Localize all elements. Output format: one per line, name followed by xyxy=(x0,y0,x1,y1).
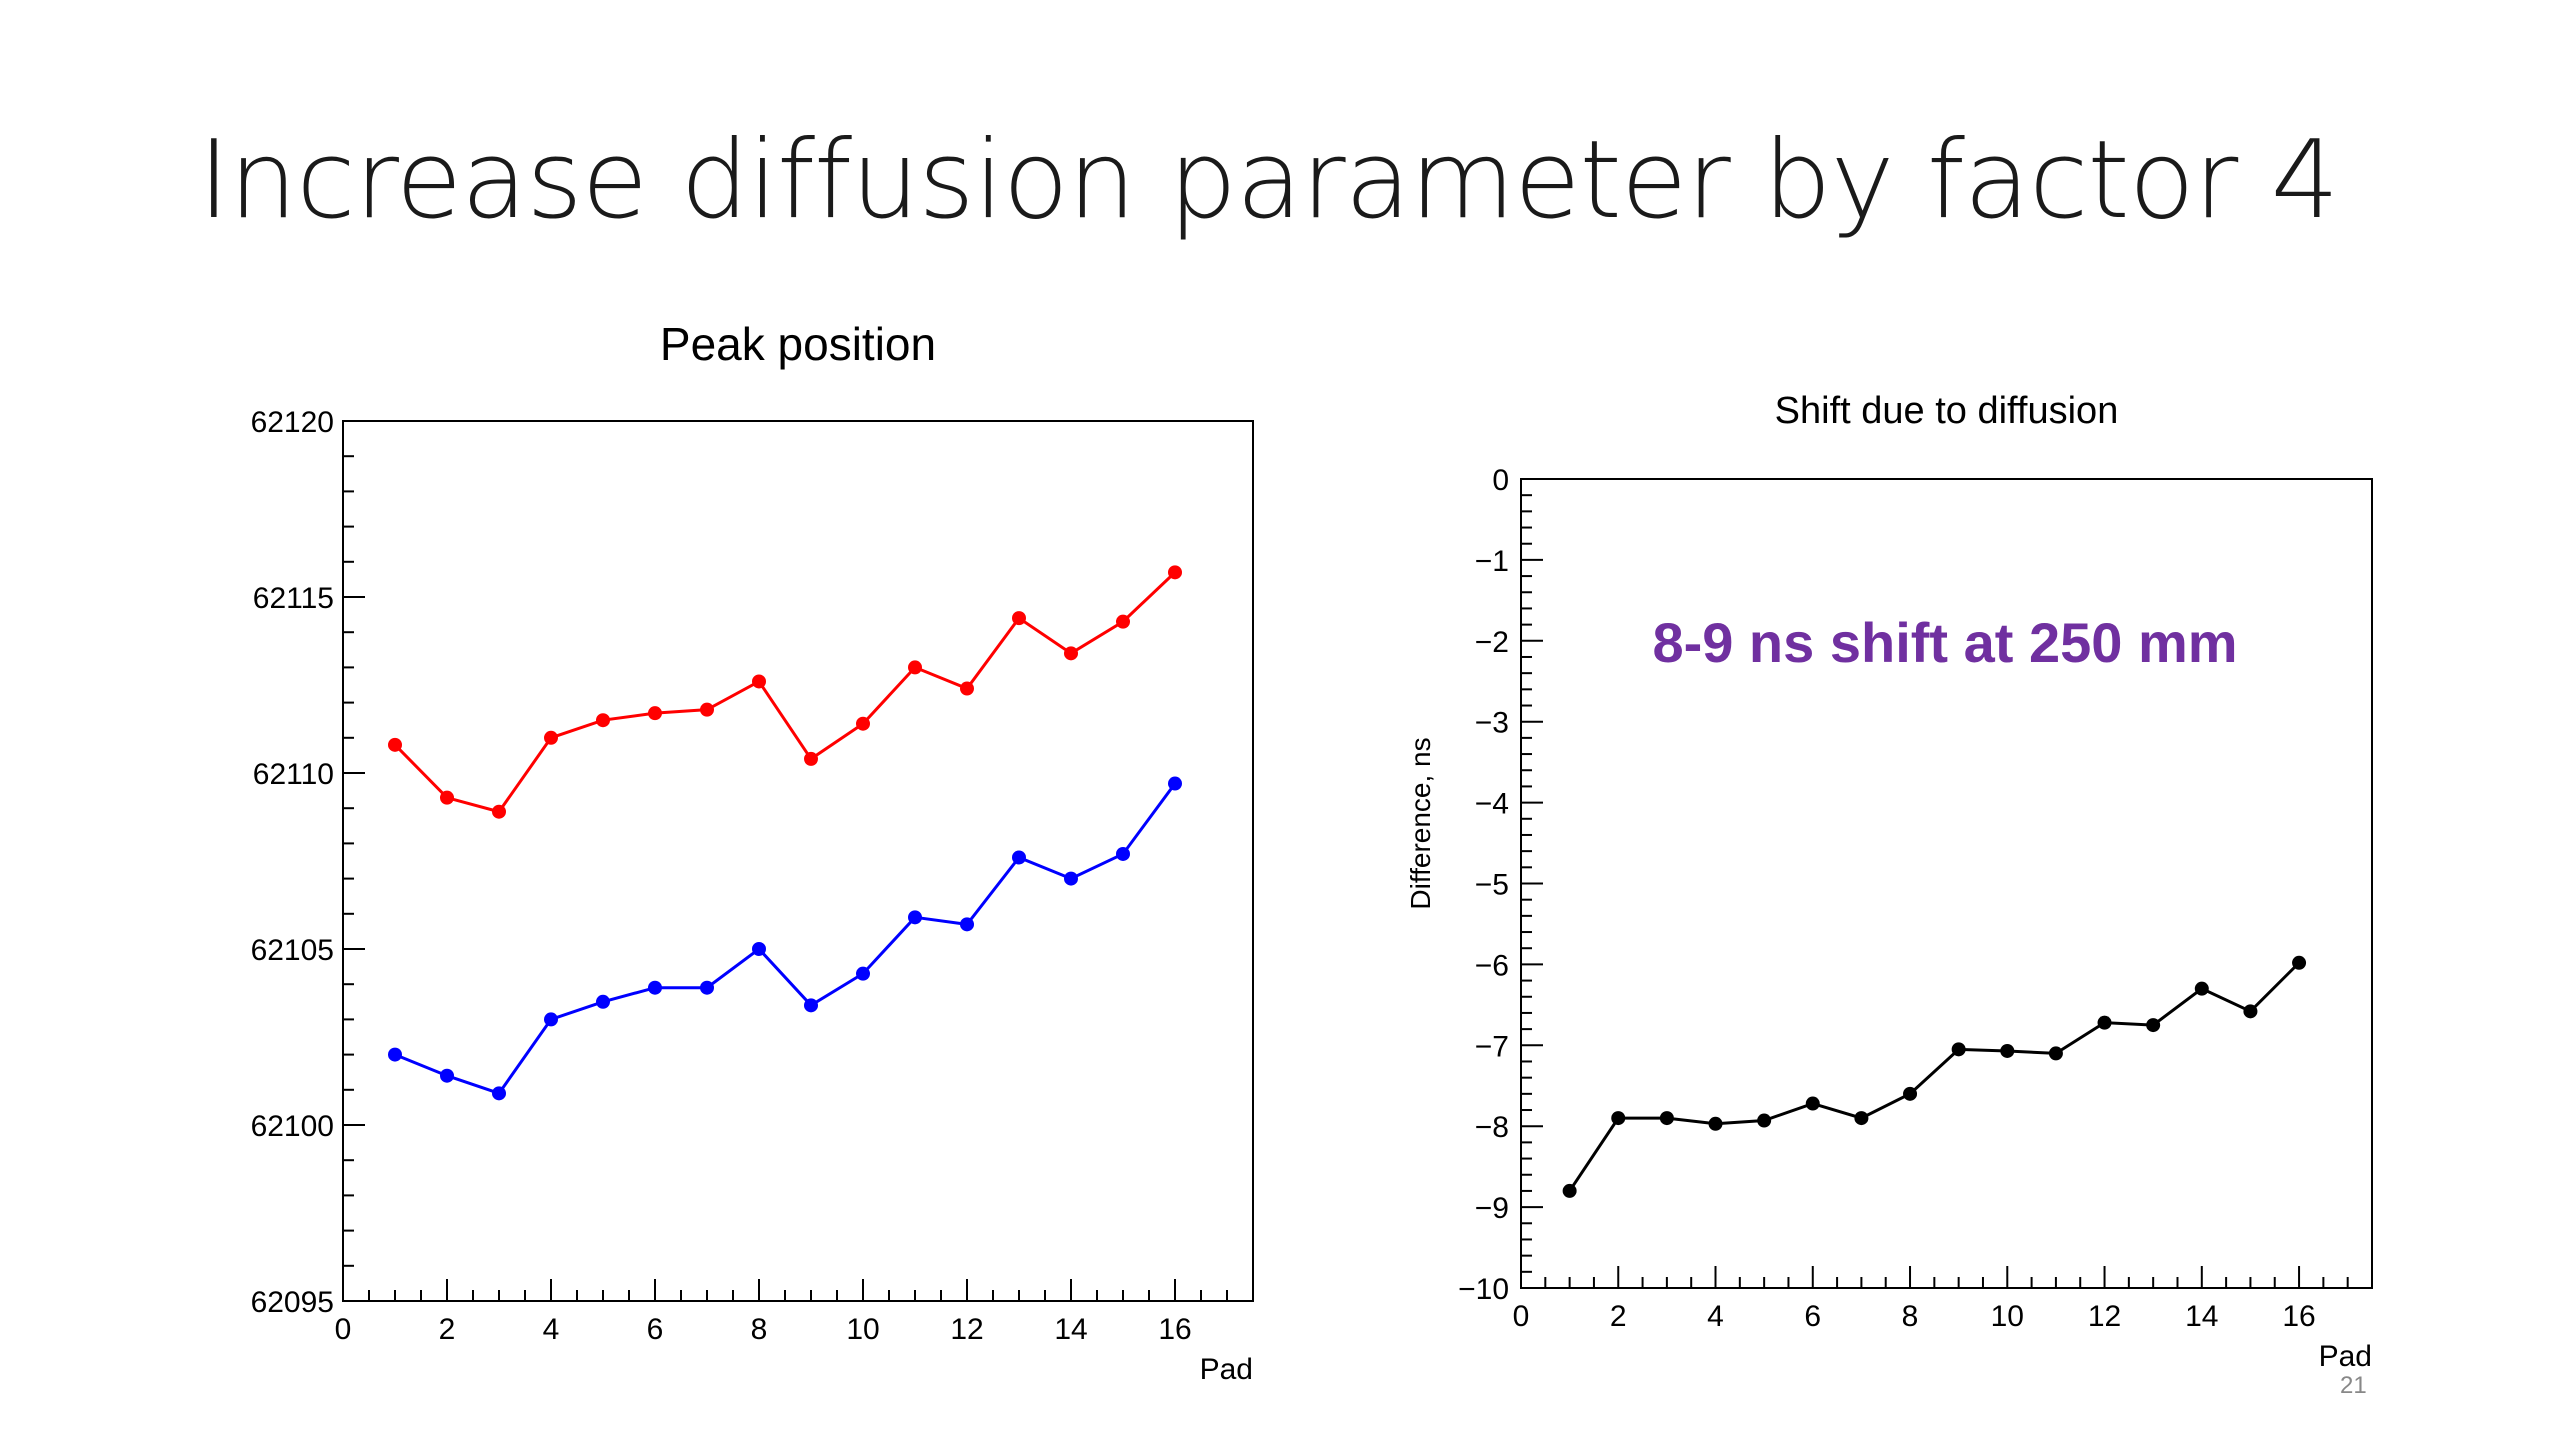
data-point xyxy=(908,910,922,925)
y-tick-label: −9 xyxy=(1475,1192,1509,1225)
data-point xyxy=(960,681,974,696)
chart-title: Shift due to diffusion xyxy=(1775,390,2119,432)
y-axis-label: Difference, ns xyxy=(1405,737,1436,909)
data-point xyxy=(804,998,818,1013)
x-tick-label: 0 xyxy=(1513,1300,1530,1333)
data-point xyxy=(544,730,558,745)
y-tick-label: −10 xyxy=(1458,1273,1509,1306)
x-tick-label: 2 xyxy=(1610,1300,1627,1333)
x-tick-label: 8 xyxy=(1902,1300,1919,1333)
series-line-0 xyxy=(393,571,1177,814)
data-point xyxy=(752,674,766,689)
x-axis-label: Pad xyxy=(1200,1353,1253,1386)
data-point xyxy=(1116,846,1130,861)
data-point xyxy=(1064,871,1078,886)
x-tick-label: 2 xyxy=(439,1313,456,1346)
x-tick-label: 6 xyxy=(1804,1300,1821,1333)
series-line-1 xyxy=(394,782,1177,1096)
data-point xyxy=(2292,955,2307,970)
data-point xyxy=(700,702,714,717)
data-point xyxy=(492,804,506,819)
data-point xyxy=(492,1086,506,1101)
y-tick-label: −8 xyxy=(1475,1111,1509,1144)
data-point xyxy=(1611,1111,1626,1126)
y-tick-label: 62115 xyxy=(253,582,334,615)
plot-frame-1 xyxy=(1520,478,2373,1289)
y-tick-label: −1 xyxy=(1475,545,1509,578)
data-point xyxy=(544,1012,558,1027)
slide-title: Increase diffusion parameter by factor 4 xyxy=(198,118,2339,243)
data-point xyxy=(752,942,766,956)
x-tick-label: 14 xyxy=(1054,1313,1087,1346)
data-point xyxy=(388,737,402,752)
data-point xyxy=(2097,1015,2112,1030)
shift-annotation: 8-9 ns shift at 250 mm xyxy=(1652,611,2237,674)
x-tick-label: 12 xyxy=(2088,1300,2121,1333)
data-point xyxy=(1168,565,1182,580)
data-point xyxy=(856,716,870,731)
data-point xyxy=(804,751,818,766)
y-tick-label: −6 xyxy=(1475,949,1509,982)
slide-number: 21 xyxy=(2340,1372,2367,1399)
y-tick-label: 62100 xyxy=(251,1110,334,1143)
x-tick-label: 16 xyxy=(1158,1313,1191,1346)
data-point xyxy=(2243,1004,2258,1019)
y-tick-label: −5 xyxy=(1475,869,1509,902)
data-point xyxy=(1012,850,1026,865)
data-point xyxy=(388,1047,402,1062)
y-tick-label: −4 xyxy=(1475,788,1509,821)
y-tick-label: −7 xyxy=(1475,1030,1509,1063)
data-point xyxy=(1805,1096,1820,1111)
data-point xyxy=(700,980,714,995)
data-point xyxy=(1562,1183,1577,1198)
chart-title: Peak position xyxy=(660,318,936,370)
data-point xyxy=(2048,1046,2063,1061)
data-point xyxy=(440,790,454,805)
y-tick-label: −2 xyxy=(1475,626,1509,659)
y-tick-label: 62120 xyxy=(251,406,334,439)
x-tick-label: 4 xyxy=(543,1313,560,1346)
series-line-0 xyxy=(1568,961,2301,1192)
y-tick-label: −3 xyxy=(1475,707,1509,740)
y-tick-label: 0 xyxy=(1492,464,1509,497)
data-point xyxy=(1064,646,1078,661)
x-tick-label: 14 xyxy=(2185,1300,2218,1333)
y-tick-label: 62105 xyxy=(251,934,334,967)
data-point xyxy=(596,713,610,728)
data-point xyxy=(856,966,870,981)
data-point xyxy=(648,706,662,721)
data-point xyxy=(1012,611,1026,626)
x-tick-label: 10 xyxy=(846,1313,879,1346)
data-point xyxy=(596,994,610,1009)
data-point xyxy=(1708,1116,1723,1131)
data-point xyxy=(1116,614,1130,629)
x-tick-label: 10 xyxy=(1991,1300,2024,1333)
data-point xyxy=(440,1068,454,1083)
x-tick-label: 6 xyxy=(647,1313,664,1346)
data-point xyxy=(908,660,922,675)
x-tick-label: 4 xyxy=(1707,1300,1724,1333)
x-tick-label: 12 xyxy=(950,1313,983,1346)
x-axis-label: Pad xyxy=(2319,1340,2372,1373)
data-point xyxy=(2000,1043,2015,1058)
data-point xyxy=(1757,1113,1772,1128)
x-tick-label: 0 xyxy=(335,1313,352,1346)
x-tick-label: 8 xyxy=(751,1313,768,1346)
data-point xyxy=(960,917,974,932)
data-point xyxy=(1854,1111,1869,1126)
data-point xyxy=(1903,1086,1918,1101)
data-point xyxy=(1168,776,1182,791)
data-point xyxy=(648,980,662,995)
data-point xyxy=(1659,1111,1674,1126)
y-tick-label: 62095 xyxy=(251,1286,334,1319)
data-point xyxy=(2146,1018,2161,1033)
data-point xyxy=(1951,1042,1966,1057)
x-tick-label: 16 xyxy=(2282,1300,2315,1333)
y-tick-label: 62110 xyxy=(253,758,334,791)
plot-frame-0 xyxy=(342,420,1254,1302)
data-point xyxy=(2194,981,2209,996)
